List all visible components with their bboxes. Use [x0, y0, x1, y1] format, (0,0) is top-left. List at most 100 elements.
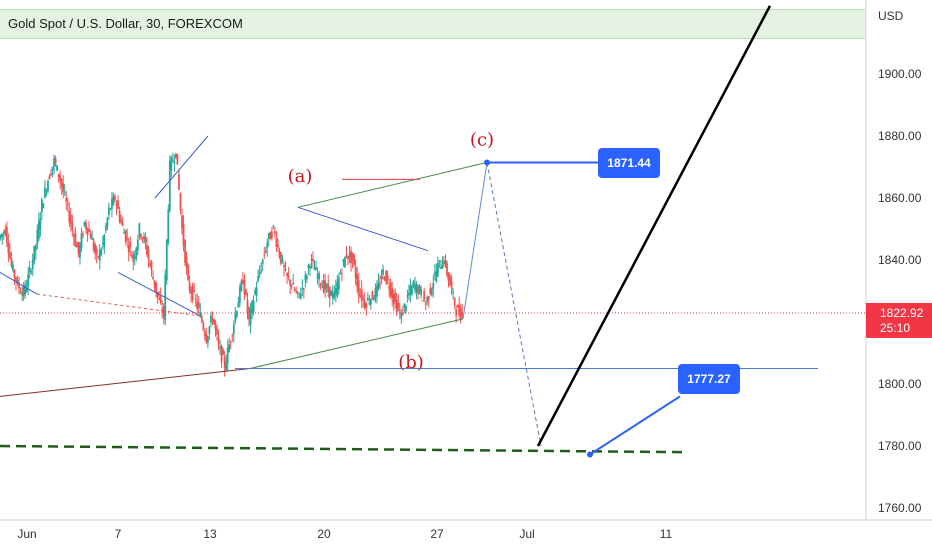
candle-body: [47, 181, 49, 192]
callout-label-1: 1871.44: [607, 156, 651, 170]
left-rise-line: [154, 135, 209, 199]
candle-body: [359, 295, 362, 297]
candle-body: [1, 233, 4, 237]
candle-body: [146, 244, 148, 255]
price-axis: USD 1760.00 1780.00 1800.00 1840.00 1860.00 18…: [865, 0, 932, 520]
candle-body: [432, 282, 435, 289]
candle-body: [368, 302, 371, 304]
red-dashed-line: [36, 293, 201, 317]
candle-body: [427, 296, 430, 300]
candle-body: [436, 262, 439, 277]
candle-body: [159, 296, 162, 303]
current-price-badge: [866, 302, 932, 338]
candle-body: [167, 209, 170, 243]
candle-body: [48, 175, 51, 180]
candle-body: [249, 308, 252, 325]
candle-body: [444, 260, 447, 264]
candle-body: [59, 175, 62, 181]
candle-body: [126, 237, 129, 240]
candle-body: [94, 244, 97, 254]
callout-point-1: [484, 159, 490, 166]
candle-body: [5, 226, 8, 243]
candle-body: [199, 312, 202, 317]
x-tick-label: 11: [660, 527, 673, 541]
wave-label-a: (a): [288, 166, 313, 187]
candle-body: [414, 284, 416, 291]
candle-body: [290, 285, 293, 287]
candle-body: [446, 263, 448, 275]
candle-body: [100, 250, 103, 256]
candle-body: [216, 328, 218, 335]
candle-body: [109, 208, 112, 210]
candle-body: [86, 228, 89, 235]
x-tick-label: 7: [115, 527, 122, 541]
candle-body: [347, 256, 349, 260]
x-tick-label: 27: [430, 527, 444, 541]
candle-body: [459, 307, 462, 321]
candle-body: [217, 338, 220, 344]
candle-body: [357, 280, 360, 296]
candle-body: [54, 158, 57, 164]
candle-body: [305, 275, 308, 280]
candle-body: [398, 310, 401, 312]
candle-body: [246, 300, 249, 313]
callout-label-2: 1777.27: [687, 372, 731, 386]
candle-body: [175, 153, 177, 158]
candle-body: [348, 253, 351, 259]
candle-body: [208, 326, 211, 335]
candle-body: [337, 277, 340, 290]
wave-label-c: (c): [470, 130, 494, 151]
candle-body: [24, 284, 27, 295]
candle-body: [193, 290, 196, 292]
candle-body: [13, 270, 16, 278]
candle-body: [68, 211, 71, 222]
candle-body: [383, 277, 386, 281]
candle-body: [438, 260, 441, 262]
symbol-title[interactable]: Gold Spot / U.S. Dollar, 30, FOREXCOM: [8, 16, 243, 31]
long-trendline: [0, 368, 251, 397]
candle-body: [45, 191, 48, 193]
candle-body: [190, 289, 193, 295]
candle-body: [254, 290, 257, 295]
candle-body: [214, 321, 217, 330]
y-tick-label: 1760.00: [878, 501, 922, 515]
candle-body: [287, 275, 290, 278]
candle-body: [409, 285, 412, 294]
candle-body: [269, 232, 272, 240]
candle-body: [386, 275, 389, 280]
candle-body: [141, 237, 144, 239]
candle-body: [69, 214, 72, 225]
candle-body: [278, 250, 281, 257]
candle-body: [136, 239, 139, 250]
candle-body: [213, 318, 215, 324]
upper-triangle-line: [297, 162, 487, 208]
candle-body: [211, 319, 214, 321]
candle-body: [453, 298, 456, 306]
candle-body: [243, 279, 246, 295]
candle-body: [42, 203, 45, 209]
candle-body: [377, 282, 380, 289]
candle-body: [143, 236, 145, 240]
candle-body: [150, 261, 153, 271]
wave-label-b: (b): [398, 352, 424, 373]
candle-body: [310, 259, 313, 261]
candle-body: [366, 297, 369, 301]
candle-body: [245, 290, 247, 296]
candle-body: [341, 273, 343, 275]
candle-body: [106, 218, 109, 227]
candle-body: [235, 311, 238, 317]
x-tick-label: Jul: [519, 527, 534, 541]
candle-body: [313, 269, 316, 271]
candle-body: [33, 245, 36, 262]
candle-body: [441, 264, 444, 269]
candle-body: [298, 292, 301, 294]
candle-body: [16, 280, 19, 284]
candle-body: [129, 241, 132, 248]
candle-body: [37, 220, 40, 240]
candle-body: [296, 291, 299, 293]
candle-body: [232, 324, 235, 335]
candle-body: [18, 283, 20, 289]
candle-body: [149, 263, 151, 266]
candle-body: [452, 291, 455, 293]
